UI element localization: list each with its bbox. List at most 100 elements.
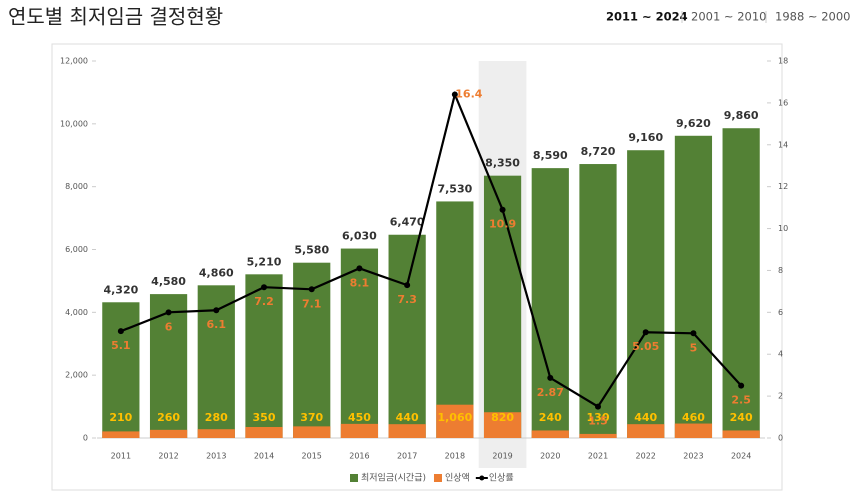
y2-tick-label: 4	[778, 350, 783, 359]
line	[120, 91, 742, 409]
line-point	[547, 374, 554, 381]
data-label: 7,530	[437, 182, 472, 195]
x-tick-label: 2022	[636, 452, 656, 461]
line-point	[261, 284, 267, 291]
data-label: 10.9	[489, 218, 516, 231]
bar	[245, 427, 283, 438]
bar	[722, 128, 760, 438]
data-label: 350	[253, 411, 276, 424]
y-tick-label: 4,000	[65, 308, 88, 317]
tab[interactable]: 2001 ~ 2010	[691, 10, 766, 24]
bar	[674, 135, 713, 438]
y-tick-label: 12,000	[60, 57, 88, 66]
data-label: 260	[157, 411, 180, 424]
line-point	[356, 265, 363, 272]
data-label: 440	[396, 411, 419, 424]
x-tick-label: 2014	[254, 452, 274, 461]
data-label: 7.2	[254, 295, 274, 308]
x-tick-label: 2023	[683, 452, 703, 461]
data-label: 8,590	[533, 149, 568, 162]
data-label: 440	[634, 411, 657, 424]
tab[interactable]: 1988 ~ 2000	[775, 10, 850, 24]
x-tick-label: 2016	[349, 452, 369, 461]
y2-tick-label: 10	[778, 224, 788, 233]
data-label: 8,720	[581, 145, 616, 158]
data-label: 1,060	[437, 411, 472, 424]
data-label: 6,030	[342, 230, 377, 243]
x-tick-label: 2024	[731, 452, 751, 461]
y2-tick-label: 2	[778, 392, 783, 401]
data-label: 5,210	[247, 255, 282, 268]
line-point	[308, 286, 315, 293]
data-label: 130	[587, 411, 610, 424]
bar	[627, 424, 665, 438]
x-tick-label: 2015	[302, 452, 322, 461]
bar	[388, 234, 426, 438]
data-label: 6	[165, 320, 173, 333]
bar	[483, 412, 522, 438]
y2-tick-label: 18	[778, 57, 788, 66]
data-label: 460	[682, 411, 705, 424]
data-label: 2.87	[537, 386, 564, 399]
y-tick-label: 6,000	[65, 245, 88, 254]
bar	[293, 426, 331, 438]
data-label: 4,580	[151, 275, 186, 288]
data-label: 16.4	[455, 88, 482, 101]
x-tick-label: 2018	[445, 452, 465, 461]
y2-tick-label: 12	[778, 182, 788, 191]
line-point	[738, 382, 745, 389]
bar	[102, 431, 140, 438]
data-label: 8,350	[485, 157, 520, 170]
bar	[579, 433, 617, 438]
data-label: 9,860	[724, 109, 759, 122]
bar	[149, 429, 188, 438]
line-point	[404, 282, 411, 289]
y-tick-label: 8,000	[65, 182, 88, 191]
x-tick-label: 2012	[158, 452, 178, 461]
legend-swatch	[350, 474, 358, 482]
data-label: 240	[539, 411, 562, 424]
data-label: 4,860	[199, 266, 234, 279]
line-point	[213, 307, 220, 314]
bar	[436, 201, 474, 438]
data-label: 4,320	[103, 283, 138, 296]
data-label: 2.5	[731, 394, 751, 407]
y-tick-label: 0	[83, 434, 88, 443]
line-point	[451, 91, 458, 98]
tab[interactable]: 2011 ~ 2024	[606, 10, 688, 24]
data-label: 5,580	[294, 244, 329, 257]
x-tick-label: 2013	[206, 452, 226, 461]
data-label: 280	[205, 411, 228, 424]
y2-tick-label: 16	[778, 98, 788, 107]
line-point	[642, 329, 649, 336]
line-point	[165, 309, 172, 316]
legend-label: 최저임금(시간급)	[361, 472, 426, 484]
bar	[579, 164, 617, 438]
data-label: 370	[300, 411, 323, 424]
legend-label: 인상률	[489, 473, 514, 484]
x-tick-label: 2020	[540, 452, 560, 461]
y2-tick-label: 6	[778, 308, 783, 317]
line-point	[595, 403, 601, 410]
bar	[245, 274, 283, 438]
line-point	[690, 330, 697, 337]
x-tick-label: 2019	[492, 452, 512, 461]
bar	[531, 168, 569, 438]
bar	[102, 302, 140, 438]
y2-tick-label: 8	[778, 266, 783, 275]
y2-tick-label: 0	[778, 434, 783, 443]
y-tick-label: 2,000	[65, 371, 88, 380]
bar	[531, 430, 569, 438]
data-label: 820	[491, 411, 514, 424]
bar	[674, 423, 713, 438]
line-point	[117, 328, 124, 335]
x-tick-label: 2011	[111, 452, 131, 461]
data-label: 7.3	[397, 293, 417, 306]
bar	[197, 429, 235, 438]
bar	[340, 423, 379, 438]
page-title: 연도별 최저임금 결정현황	[8, 5, 223, 29]
data-label: 9,160	[628, 131, 663, 144]
x-tick-label: 2021	[588, 452, 608, 461]
bar	[340, 248, 379, 438]
